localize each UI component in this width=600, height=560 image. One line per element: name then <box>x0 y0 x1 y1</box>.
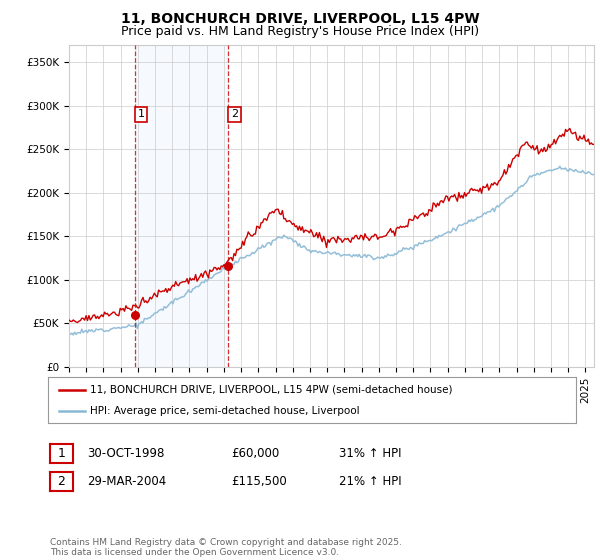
Text: 1: 1 <box>137 109 145 119</box>
Bar <box>135 45 228 367</box>
Text: £115,500: £115,500 <box>231 475 287 488</box>
Text: £60,000: £60,000 <box>231 447 279 460</box>
Text: 2: 2 <box>57 474 65 488</box>
Text: 11, BONCHURCH DRIVE, LIVERPOOL, L15 4PW (semi-detached house): 11, BONCHURCH DRIVE, LIVERPOOL, L15 4PW … <box>90 385 453 395</box>
Text: 2: 2 <box>230 109 238 119</box>
Text: 11, BONCHURCH DRIVE, LIVERPOOL, L15 4PW: 11, BONCHURCH DRIVE, LIVERPOOL, L15 4PW <box>121 12 479 26</box>
Text: 30-OCT-1998: 30-OCT-1998 <box>87 447 164 460</box>
Text: 29-MAR-2004: 29-MAR-2004 <box>87 475 166 488</box>
Text: 31% ↑ HPI: 31% ↑ HPI <box>339 447 401 460</box>
Text: 1: 1 <box>57 446 65 460</box>
Text: 21% ↑ HPI: 21% ↑ HPI <box>339 475 401 488</box>
Text: Price paid vs. HM Land Registry's House Price Index (HPI): Price paid vs. HM Land Registry's House … <box>121 25 479 38</box>
Text: HPI: Average price, semi-detached house, Liverpool: HPI: Average price, semi-detached house,… <box>90 407 360 416</box>
Text: Contains HM Land Registry data © Crown copyright and database right 2025.
This d: Contains HM Land Registry data © Crown c… <box>50 538 401 557</box>
